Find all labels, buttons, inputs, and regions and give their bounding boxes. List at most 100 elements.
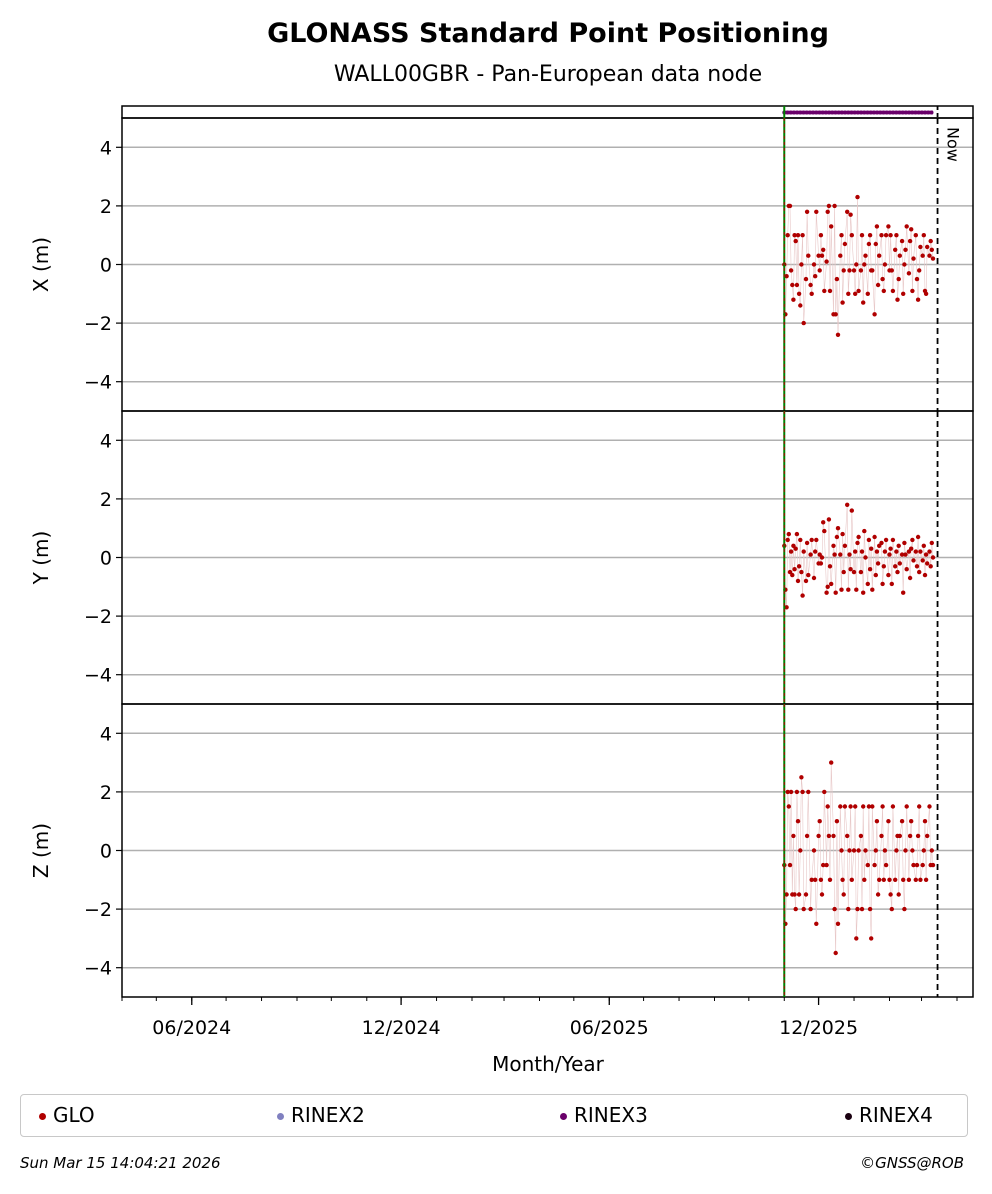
glo-data-point [873,572,878,578]
y-tick-label: 0 [100,255,112,277]
glo-data-point [796,892,802,897]
glo-data-point [808,282,813,288]
glo-data-point [863,253,868,258]
glo-data-point [822,528,827,534]
glo-data-point [879,833,884,839]
glo-data-point [890,288,896,294]
glo-data-point [795,578,801,584]
glo-data-point [829,224,834,229]
legend-label: RINEX4 [859,1103,933,1127]
glo-data-point [899,819,905,824]
glo-data-point [927,549,932,554]
glo-data-point [832,552,837,557]
glo-data-point [855,906,860,912]
glo-data-point [915,833,921,839]
glo-data-point [846,906,851,912]
glo-data-point [920,253,925,258]
rinex3-marker [817,110,822,115]
glo-data-point [825,584,830,589]
glo-data-point [801,320,806,326]
rinex3-marker [820,110,825,115]
glo-data-point [859,549,865,554]
glo-data-point [897,561,902,566]
glo-data-point [808,552,813,557]
glo-data-point [867,906,873,912]
glo-data-point [920,558,925,563]
rinex3-marker [804,110,809,115]
glo-data-point [870,587,875,592]
glo-data-point [859,233,865,238]
glo-data-point [910,848,915,853]
glo-data-point [839,848,844,853]
legend: GLO RINEX2 RINEX3 RINEX4 [20,1094,968,1137]
x-tick-label: 12/2025 [779,1017,858,1039]
glo-data-point [879,233,884,238]
glo-data-point [894,848,899,853]
glo-data-point [927,804,932,809]
glo-data-point [842,543,848,548]
glo-data-point [785,537,790,543]
chart-title: GLONASS Standard Point Positioning [267,18,829,49]
glo-data-point [883,862,889,868]
y-axis-label: Z (m) [29,823,53,878]
glo-data-point [811,848,817,853]
glo-data-point [795,819,801,824]
glo-data-point [806,789,811,795]
glo-data-point [804,833,810,839]
glo-data-point [915,534,921,540]
glo-data-point [821,247,826,252]
glo-data-point [854,262,859,267]
glo-data-point [901,291,906,296]
y-tick-label: 0 [100,841,112,863]
glo-data-point [834,534,840,540]
x-axis-label: Month/Year [492,1052,605,1076]
glo-data-point [873,848,878,853]
glo-data-point [808,906,813,912]
glo-data-point [851,268,857,273]
glo-data-point [915,297,921,302]
glo-data-point [840,877,845,882]
glo-data-point [821,520,826,525]
rinex3-marker [875,110,880,115]
glo-data-point [786,804,791,809]
glo-data-point [861,300,866,305]
rinex3-marker [833,110,838,115]
glo-data-point [930,555,936,560]
glo-data-point [888,233,893,238]
glo-data-point [907,833,913,839]
glo-data-point [816,253,821,258]
rinex3-marker [849,110,854,115]
glo-data-point [806,253,811,258]
glo-data-point [856,534,861,540]
glo-data-point [834,276,840,282]
rinex3-marker [823,110,828,115]
rinex3-marker [846,110,851,115]
glo-data-point [886,224,891,229]
glo-data-point [800,233,805,238]
rinex3-marker [868,110,873,115]
rinex3-marker [830,110,835,115]
glo-data-point [833,312,838,317]
glo-data-point [866,804,872,809]
glo-data-point [896,276,901,282]
glo-data-point [840,300,845,305]
glo-data-point [848,212,853,217]
glo-data-point [831,833,836,839]
glo-data-point [909,227,914,232]
glo-data-point [818,877,824,882]
glo-data-point [798,537,803,543]
glo-data-point [791,833,796,839]
legend-marker [277,1113,284,1120]
glo-data-point [903,552,908,557]
glo-data-point [798,848,803,853]
glo-data-point [911,862,916,868]
rinex3-marker [878,110,883,115]
y-tick-label: 4 [100,430,112,452]
glo-data-point [841,569,846,575]
glo-data-point [918,877,923,882]
glo-data-point [928,238,933,244]
glo-data-point [913,549,918,554]
legend-label: GLO [53,1103,95,1127]
glo-data-point [811,262,817,267]
glo-data-point [874,549,880,554]
